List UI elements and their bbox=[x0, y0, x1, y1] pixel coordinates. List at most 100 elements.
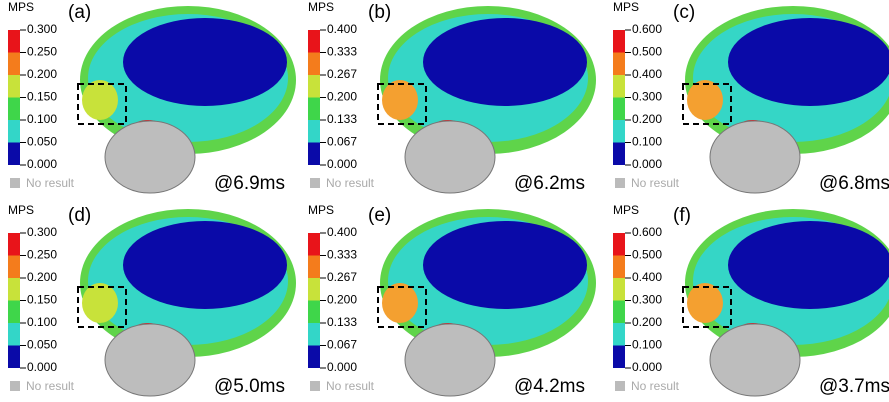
colorbar-segment bbox=[308, 52, 320, 75]
colorbar-segment bbox=[613, 30, 625, 53]
no-result-label: No result bbox=[26, 379, 75, 393]
no-result-swatch bbox=[615, 381, 625, 391]
colorbar-tick-label: 0.050 bbox=[27, 338, 57, 352]
colorbar-segment bbox=[8, 233, 20, 256]
colorbar-tick-label: 0.600 bbox=[632, 22, 662, 36]
colorbar-segment bbox=[613, 233, 625, 256]
colorbar-tick-label: 0.250 bbox=[27, 45, 57, 59]
colorbar-segment bbox=[8, 323, 20, 346]
colorbar-segment bbox=[8, 97, 20, 120]
colorbar-tick-label: 0.100 bbox=[27, 112, 57, 126]
no-result-swatch bbox=[310, 178, 320, 188]
colorbar-tick-label: 0.300 bbox=[632, 293, 662, 307]
cerebellum bbox=[104, 323, 196, 397]
panel-label: (f) bbox=[673, 205, 691, 226]
time-label: @6.9ms bbox=[214, 173, 285, 194]
time-label: @5.0ms bbox=[214, 376, 285, 397]
roi-box bbox=[77, 286, 127, 328]
colorbar-tick-label: 0.400 bbox=[632, 67, 662, 81]
colorbar-tick-label: 0.067 bbox=[327, 338, 357, 352]
unit-label: MPS bbox=[613, 203, 639, 217]
panel-label: (a) bbox=[68, 2, 91, 23]
colorbar-tick-label: 0.300 bbox=[632, 90, 662, 104]
no-result-swatch bbox=[10, 381, 20, 391]
panel-label: (b) bbox=[368, 2, 391, 23]
hot-spot bbox=[82, 80, 118, 120]
unit-label: MPS bbox=[308, 203, 334, 217]
colorbar-segment bbox=[8, 120, 20, 143]
colorbar-tick-label: 0.400 bbox=[632, 270, 662, 284]
colorbar-segment bbox=[8, 345, 20, 368]
colorbar-segment bbox=[308, 142, 320, 165]
colorbar-segment bbox=[8, 255, 20, 278]
panel: MPS 0.600 0.500 0.400 0.300 0.200 0.100 0.000 No… bbox=[613, 203, 889, 397]
cerebellum bbox=[709, 120, 801, 194]
colorbar-tick-label: 0.000 bbox=[27, 360, 57, 374]
colorbar-segment bbox=[8, 75, 20, 98]
panel-label: (e) bbox=[368, 205, 391, 226]
no-result-label: No result bbox=[326, 176, 375, 190]
colorbar-tick-label: 0.267 bbox=[327, 270, 357, 284]
colorbar-segment bbox=[308, 233, 320, 256]
colorbar-segment bbox=[308, 120, 320, 143]
brain-blue bbox=[123, 221, 287, 309]
no-result-swatch bbox=[615, 178, 625, 188]
no-result-label: No result bbox=[631, 176, 680, 190]
no-result-label: No result bbox=[631, 379, 680, 393]
colorbar-tick-label: 0.000 bbox=[632, 157, 662, 171]
colorbar-tick-label: 0.200 bbox=[27, 67, 57, 81]
colorbar-tick-label: 0.000 bbox=[327, 360, 357, 374]
colorbar-tick-label: 0.000 bbox=[27, 157, 57, 171]
brain-blue bbox=[423, 18, 587, 106]
colorbar-segment bbox=[8, 142, 20, 165]
colorbar-tick-label: 0.133 bbox=[327, 112, 357, 126]
colorbar-segment bbox=[308, 323, 320, 346]
colorbar-tick-label: 0.000 bbox=[632, 360, 662, 374]
colorbar-tick-label: 0.500 bbox=[632, 248, 662, 262]
colorbar-segment bbox=[613, 52, 625, 75]
brain-blue bbox=[123, 18, 287, 106]
colorbar-segment bbox=[308, 255, 320, 278]
colorbar-tick-label: 0.500 bbox=[632, 45, 662, 59]
colorbar-segment bbox=[308, 345, 320, 368]
time-label: @4.2ms bbox=[514, 376, 585, 397]
panel: MPS 0.300 0.250 0.200 0.150 0.100 0.050 0.000 No… bbox=[8, 0, 296, 194]
colorbar-segment bbox=[308, 30, 320, 53]
unit-label: MPS bbox=[8, 203, 34, 217]
colorbar-segment bbox=[613, 120, 625, 143]
colorbar-tick-label: 0.100 bbox=[27, 315, 57, 329]
cerebellum bbox=[404, 120, 496, 194]
colorbar-tick-label: 0.133 bbox=[327, 315, 357, 329]
unit-label: MPS bbox=[8, 0, 34, 14]
colorbar-segment bbox=[613, 278, 625, 301]
panel: MPS 0.300 0.250 0.200 0.150 0.100 0.050 0.000 No… bbox=[8, 203, 296, 397]
hot-spot bbox=[382, 80, 418, 120]
colorbar-segment bbox=[8, 30, 20, 53]
no-result-label: No result bbox=[326, 379, 375, 393]
colorbar-segment bbox=[613, 142, 625, 165]
hot-spot bbox=[82, 283, 118, 323]
brain-blue bbox=[728, 18, 889, 106]
roi-box bbox=[377, 286, 427, 328]
time-label: @3.7ms bbox=[819, 376, 889, 397]
panel-label: (d) bbox=[68, 205, 91, 226]
colorbar-segment bbox=[613, 255, 625, 278]
roi-box bbox=[682, 286, 732, 328]
panel: MPS 0.400 0.333 0.267 0.200 0.133 0.067 0.000 No… bbox=[308, 203, 596, 397]
colorbar-segment bbox=[613, 300, 625, 323]
panel-label: (c) bbox=[673, 2, 695, 23]
colorbar-tick-label: 0.100 bbox=[632, 135, 662, 149]
colorbar-tick-label: 0.400 bbox=[327, 22, 357, 36]
colorbar-segment bbox=[613, 345, 625, 368]
no-result-swatch bbox=[310, 381, 320, 391]
colorbar-tick-label: 0.300 bbox=[27, 22, 57, 36]
time-label: @6.2ms bbox=[514, 173, 585, 194]
cerebellum bbox=[709, 323, 801, 397]
colorbar-tick-label: 0.067 bbox=[327, 135, 357, 149]
roi-box bbox=[77, 83, 127, 125]
colorbar-tick-label: 0.400 bbox=[327, 225, 357, 239]
roi-box bbox=[682, 83, 732, 125]
colorbar-segment bbox=[8, 278, 20, 301]
roi-box bbox=[377, 83, 427, 125]
colorbar-tick-label: 0.200 bbox=[327, 293, 357, 307]
